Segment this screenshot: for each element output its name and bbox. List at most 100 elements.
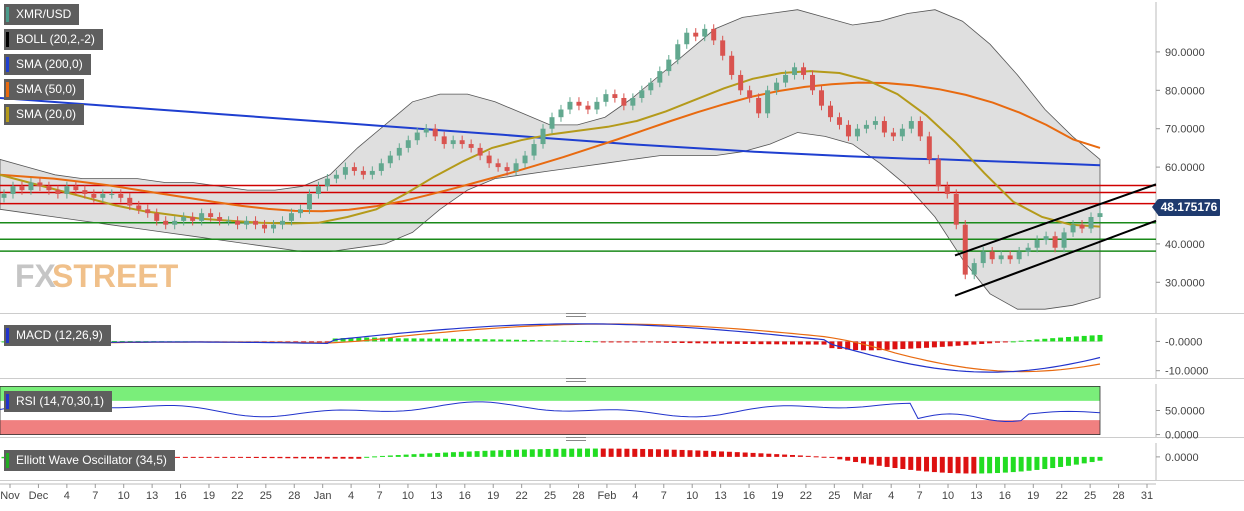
price-legend-3[interactable]: SMA (50,0) bbox=[4, 79, 85, 100]
price-legend-4[interactable]: SMA (20,0) bbox=[4, 104, 85, 125]
x-tick-label: Jan bbox=[314, 490, 332, 502]
x-tick-label: 13 bbox=[715, 490, 727, 502]
ewo-histogram-bar bbox=[963, 456, 969, 474]
ewo-histogram-bar bbox=[624, 448, 630, 457]
candle-body bbox=[244, 220, 250, 225]
x-tick-label: 19 bbox=[771, 490, 783, 502]
candle-body bbox=[1025, 247, 1031, 252]
ewo-histogram-bar bbox=[561, 448, 567, 457]
candle-body bbox=[163, 220, 169, 225]
ewo-histogram-bar bbox=[1018, 456, 1024, 472]
ewo-swatch bbox=[6, 453, 9, 468]
candle-body bbox=[109, 193, 115, 195]
ewo-histogram-bar bbox=[805, 455, 811, 457]
x-tick-label: 25 bbox=[260, 490, 272, 502]
sma50-line bbox=[0, 81, 1101, 213]
ewo-histogram-bar bbox=[174, 456, 180, 458]
macd-histogram-bar bbox=[750, 341, 756, 345]
macd-histogram-bar bbox=[411, 338, 417, 342]
ewo-histogram-bar bbox=[474, 451, 480, 457]
candle-body bbox=[666, 59, 672, 72]
macd-histogram-bar bbox=[640, 341, 646, 343]
rsi-label: RSI (14,70,30,1) bbox=[16, 394, 105, 408]
ewo-histogram-bar bbox=[671, 449, 677, 457]
rsi-frame bbox=[0, 386, 1101, 435]
macd-histogram-bar bbox=[766, 341, 772, 345]
candle-body bbox=[297, 209, 303, 214]
ewo-histogram-bar bbox=[253, 456, 259, 458]
candle-body bbox=[881, 121, 887, 133]
macd-histogram-bar bbox=[600, 341, 606, 343]
legend-swatch bbox=[6, 57, 9, 72]
ewo-histogram-bar bbox=[340, 456, 346, 459]
candle-body bbox=[118, 193, 124, 198]
macd-label: MACD (12,26,9) bbox=[16, 328, 103, 342]
pane-splitter-ewo[interactable] bbox=[566, 437, 586, 441]
macd-histogram-bar bbox=[309, 341, 315, 343]
candle-body bbox=[19, 186, 25, 191]
macd-legend[interactable]: MACD (12,26,9) bbox=[4, 325, 111, 346]
macd-histogram-bar bbox=[624, 341, 630, 343]
candle-body bbox=[1079, 224, 1085, 229]
macd-histogram-bar bbox=[931, 341, 937, 348]
candle-body bbox=[836, 117, 842, 125]
ewo-legend[interactable]: Elliott Wave Oscillator (34,5) bbox=[4, 450, 175, 471]
candle-body bbox=[387, 155, 393, 164]
candle-body bbox=[890, 132, 896, 137]
candle-body bbox=[792, 67, 798, 75]
macd-histogram-bar bbox=[939, 341, 945, 347]
candle-body bbox=[621, 97, 627, 106]
ewo-histogram-bar bbox=[789, 454, 795, 457]
candle-body bbox=[711, 28, 717, 41]
candle-body bbox=[801, 67, 807, 75]
rsi-legend[interactable]: RSI (14,70,30,1) bbox=[4, 391, 113, 412]
macd-histogram-bar bbox=[561, 340, 567, 342]
pane-splitter-macd[interactable] bbox=[566, 313, 586, 317]
candle-body bbox=[441, 136, 447, 145]
ewo-histogram-bar bbox=[198, 456, 204, 458]
macd-histogram-bar bbox=[711, 341, 717, 344]
ewo-histogram-bar bbox=[1097, 456, 1103, 461]
x-tick-label: 4 bbox=[888, 490, 894, 502]
ewo-histogram-bar bbox=[1065, 456, 1071, 466]
ewo-histogram-bar bbox=[663, 449, 669, 457]
ewo-histogram-bar bbox=[719, 451, 725, 457]
macd-histogram-bar bbox=[435, 338, 441, 342]
ewo-histogram-bar bbox=[679, 449, 685, 457]
pane-splitter-rsi[interactable] bbox=[566, 378, 586, 382]
candle-body bbox=[333, 174, 339, 179]
candle-body bbox=[226, 220, 232, 222]
macd-histogram-bar bbox=[514, 339, 520, 342]
price-legend-2[interactable]: SMA (200,0) bbox=[4, 54, 91, 75]
legend-label: BOLL (20,2,-2) bbox=[16, 32, 95, 46]
ewo-histogram-bar bbox=[734, 452, 740, 457]
candle-body bbox=[827, 105, 833, 118]
ewo-histogram-bar bbox=[230, 456, 236, 458]
macd-histogram-bar bbox=[419, 338, 425, 342]
candle-body bbox=[935, 159, 941, 187]
candle-body bbox=[37, 182, 43, 187]
ewo-histogram-bar bbox=[584, 448, 590, 457]
y-tick-label: 0.0000 bbox=[1165, 452, 1199, 464]
x-tick-label: 10 bbox=[686, 490, 698, 502]
macd-histogram-bar bbox=[379, 337, 385, 342]
ewo-histogram-bar bbox=[1089, 456, 1095, 463]
ewo-histogram-bar bbox=[837, 456, 843, 460]
macd-histogram-bar bbox=[1065, 336, 1071, 342]
candle-body bbox=[863, 124, 869, 129]
candle-body bbox=[127, 197, 133, 206]
x-tick-label: 28 bbox=[288, 490, 300, 502]
macd-histogram-bar bbox=[994, 341, 1000, 343]
candle-body bbox=[495, 163, 501, 168]
macd-histogram-bar bbox=[695, 341, 701, 344]
macd-histogram-bar bbox=[971, 341, 977, 345]
x-tick-label: Nov bbox=[0, 490, 20, 502]
x-tick-label: Feb bbox=[597, 490, 616, 502]
ewo-histogram-bar bbox=[443, 452, 449, 457]
candle-body bbox=[540, 128, 546, 145]
price-legend-0[interactable]: XMR/USD bbox=[4, 4, 80, 25]
ewo-histogram-bar bbox=[545, 448, 551, 457]
ewo-histogram-bar bbox=[521, 449, 527, 457]
price-legend-1[interactable]: BOLL (20,2,-2) bbox=[4, 29, 103, 50]
